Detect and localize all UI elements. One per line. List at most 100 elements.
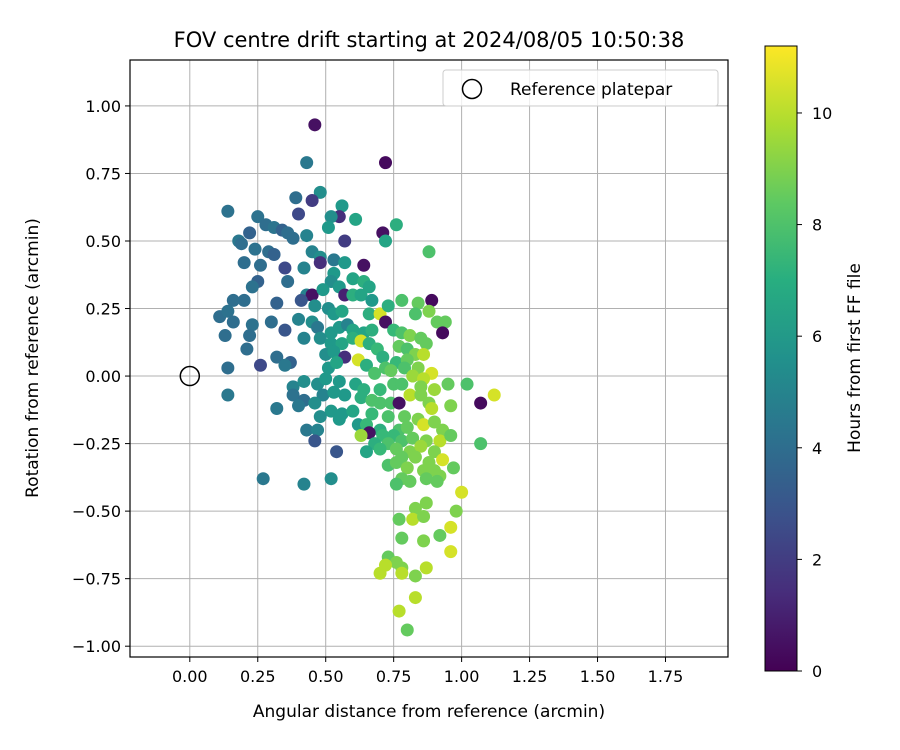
chart-title: FOV centre drift starting at 2024/08/05 …	[174, 28, 685, 52]
data-point	[460, 377, 474, 391]
colorbar	[764, 45, 798, 672]
data-point	[346, 404, 360, 418]
data-point	[365, 407, 379, 421]
data-point	[305, 288, 319, 302]
data-point	[376, 350, 390, 364]
data-point	[419, 561, 433, 575]
y-tick-label: −0.50	[72, 502, 121, 521]
data-point	[368, 366, 382, 380]
data-point	[419, 337, 433, 351]
legend-open-circle-icon	[461, 78, 483, 100]
data-point	[362, 307, 376, 321]
colorbar-label: Hours from first FF file	[845, 263, 865, 453]
data-point	[267, 247, 281, 261]
data-point	[365, 293, 379, 307]
data-point	[292, 207, 306, 221]
x-tick-label: 1.25	[512, 667, 548, 686]
data-point	[389, 218, 403, 232]
data-point	[313, 410, 327, 424]
data-point	[444, 428, 458, 442]
data-point	[381, 410, 395, 424]
y-tick-label: −0.75	[72, 570, 121, 589]
data-point	[417, 510, 431, 524]
data-point	[324, 472, 338, 486]
data-point	[338, 388, 352, 402]
data-point	[408, 307, 422, 321]
data-point	[349, 212, 363, 226]
data-point	[297, 477, 311, 491]
data-point	[373, 442, 387, 456]
plot-area	[130, 60, 728, 657]
data-point	[389, 477, 403, 491]
y-axis-label: Rotation from reference (arcmin)	[23, 218, 43, 498]
data-point	[308, 396, 322, 410]
data-point	[327, 345, 341, 359]
data-point	[316, 283, 330, 297]
data-point	[474, 396, 488, 410]
data-point	[289, 191, 303, 205]
data-point	[392, 396, 406, 410]
data-point	[379, 156, 393, 170]
legend-label: Reference platepar	[510, 80, 672, 100]
data-point	[270, 401, 284, 415]
data-point	[319, 372, 333, 386]
data-point	[398, 361, 412, 375]
data-point	[474, 437, 488, 451]
data-point	[487, 388, 501, 402]
data-point	[264, 315, 278, 329]
data-point	[270, 350, 284, 364]
data-point	[436, 453, 450, 467]
data-point	[234, 237, 248, 251]
x-axis-ticks: 0.00 0.25 0.50 0.75 1.00 1.25 1.50 1.75	[172, 657, 683, 686]
data-point	[281, 275, 295, 289]
reference-marker-group	[179, 365, 201, 387]
data-point	[243, 226, 257, 240]
data-point	[438, 315, 452, 329]
data-point	[444, 399, 458, 413]
data-point	[441, 377, 455, 391]
data-point	[408, 569, 422, 583]
data-point	[237, 256, 251, 270]
x-tick-label: 0.25	[240, 667, 276, 686]
x-tick-label: 1.50	[580, 667, 616, 686]
data-point	[300, 423, 314, 437]
data-point	[330, 445, 344, 459]
colorbar-tick-label: 6	[812, 327, 822, 346]
data-point	[226, 293, 240, 307]
x-tick-label: 1.00	[444, 667, 480, 686]
data-point	[294, 293, 308, 307]
data-point	[403, 388, 417, 402]
data-point	[330, 356, 344, 370]
data-point	[251, 210, 265, 224]
data-point	[354, 428, 368, 442]
x-tick-label: 0.00	[172, 667, 208, 686]
data-point	[403, 329, 417, 343]
data-point	[414, 439, 428, 453]
data-point	[398, 410, 412, 424]
y-tick-label: 0.00	[85, 367, 121, 386]
data-point	[411, 296, 425, 310]
data-point	[436, 326, 450, 340]
data-point	[278, 358, 292, 372]
data-point	[316, 388, 330, 402]
data-point	[408, 591, 422, 605]
data-point	[425, 401, 439, 415]
data-point	[243, 329, 257, 343]
data-point	[226, 315, 240, 329]
data-point	[311, 320, 325, 334]
data-point	[297, 331, 311, 345]
data-point	[389, 456, 403, 470]
data-point	[292, 399, 306, 413]
legend: Reference platepar	[442, 69, 719, 107]
data-point	[278, 261, 292, 275]
data-point	[292, 312, 306, 326]
data-point	[444, 520, 458, 534]
data-point	[406, 369, 420, 383]
x-tick-label: 0.50	[308, 667, 344, 686]
data-point	[324, 210, 338, 224]
data-point	[455, 485, 469, 499]
data-point	[221, 361, 235, 375]
data-point	[373, 566, 387, 580]
data-point	[395, 293, 409, 307]
x-tick-label: 1.75	[648, 667, 684, 686]
